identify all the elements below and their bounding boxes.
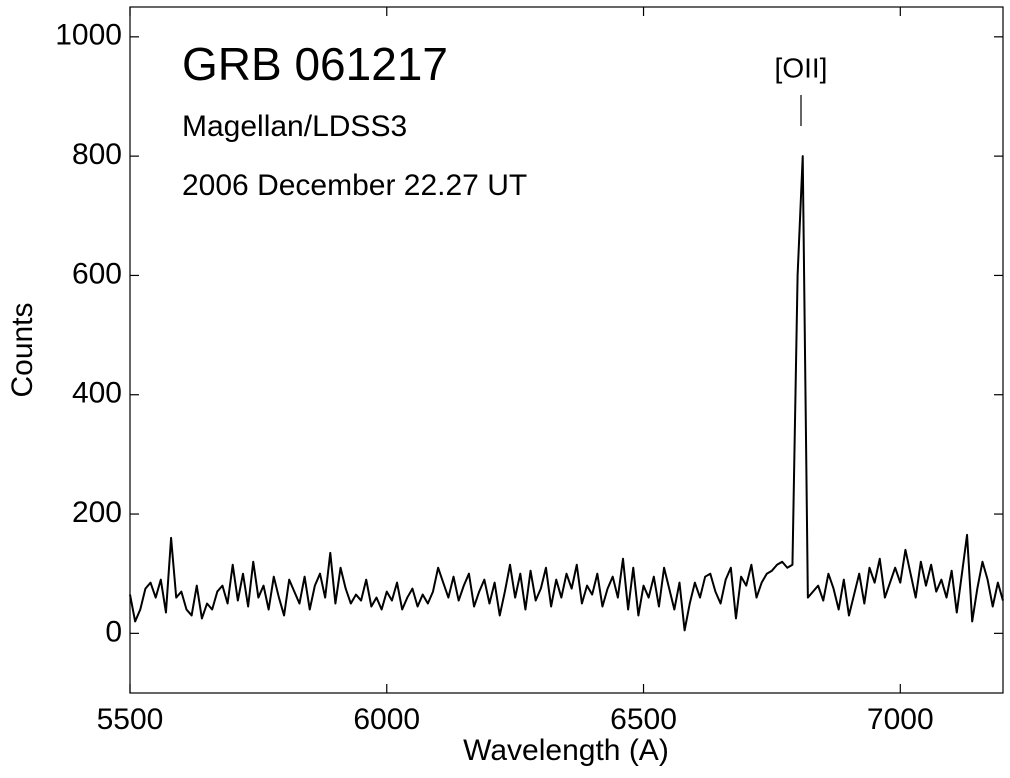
x-tick-label: 6500 [610,703,677,736]
y-tick-label: 200 [72,496,122,529]
chart-title: GRB 061217 [182,38,448,90]
annotation: 2006 December 22.27 UT [182,169,527,202]
annotation: Magellan/LDSS3 [182,110,407,143]
y-tick-label: 0 [105,615,122,648]
y-tick-label: 400 [72,377,122,410]
spectrum-line [129,155,1004,632]
y-tick-label: 1000 [55,19,122,52]
y-axis-label: Counts [6,302,39,397]
x-tick-label: 7000 [867,703,934,736]
line-label: [OII] [775,52,828,83]
y-tick-label: 600 [72,257,122,290]
y-tick-label: 800 [72,138,122,171]
x-tick-label: 5500 [97,703,164,736]
x-tick-label: 6000 [353,703,420,736]
plot-frame [129,6,1004,694]
x-axis-label: Wavelength (A) [463,734,669,767]
